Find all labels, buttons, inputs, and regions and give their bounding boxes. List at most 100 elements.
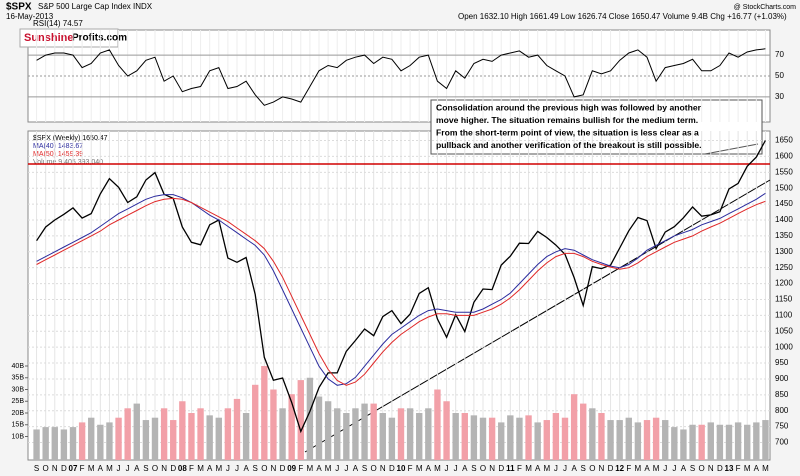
- volume-bar: [51, 427, 58, 460]
- volume-bar: [270, 389, 277, 460]
- volume-bar: [379, 413, 386, 460]
- volume-bar: [443, 401, 450, 460]
- x-tick-label: M: [434, 464, 441, 473]
- x-tick-label: O: [480, 464, 486, 473]
- volume-bar: [206, 415, 213, 460]
- y-tick-label: 950: [775, 358, 789, 367]
- y-tick-label: 700: [775, 438, 789, 447]
- x-tick-label: F: [189, 464, 194, 473]
- volume-bar: [643, 420, 651, 460]
- volume-bar: [753, 422, 760, 460]
- x-tick-label: S: [362, 464, 367, 473]
- x-tick-label: S: [581, 464, 586, 473]
- volume-bar: [680, 429, 687, 460]
- x-tick-label: J: [117, 464, 121, 473]
- volume-bar: [516, 417, 523, 460]
- y-tick-label: 1450: [775, 199, 793, 208]
- x-tick-label: J: [445, 464, 449, 473]
- volume-bar: [498, 422, 505, 460]
- volume-bar: [434, 389, 441, 460]
- x-tick-label: M: [416, 464, 423, 473]
- x-tick-label: D: [608, 464, 614, 473]
- x-tick-label: J: [663, 464, 667, 473]
- volume-bar: [160, 408, 168, 460]
- rsi-tick-label: 70: [775, 50, 784, 59]
- source: @ StockCharts.com: [734, 4, 797, 11]
- x-tick-label: N: [271, 464, 277, 473]
- y-tick-label: 850: [775, 390, 789, 399]
- x-tick-label: A: [535, 464, 541, 473]
- x-tick-label: F: [736, 464, 741, 473]
- volume-bar: [106, 422, 113, 460]
- x-tick-label: J: [344, 464, 348, 473]
- volume-bar: [425, 408, 432, 460]
- x-tick-label: N: [52, 464, 58, 473]
- x-tick-label: O: [589, 464, 595, 473]
- annotation-text: pullback and another verification of the…: [436, 140, 702, 150]
- x-tick-label: N: [380, 464, 386, 473]
- moving-average: [36, 197, 766, 386]
- x-tick-label: M: [635, 464, 642, 473]
- volume-bar: [607, 420, 614, 460]
- x-tick-label: F: [408, 464, 413, 473]
- volume-bar: [124, 408, 131, 460]
- rsi-tick-label: 50: [775, 71, 784, 80]
- volume-bar: [388, 417, 396, 460]
- volume-bar: [534, 422, 541, 460]
- chart-subtitle: S&P 500 Large Cap Index INDX: [38, 2, 153, 11]
- logo-box: [19, 28, 119, 48]
- volume-bar: [78, 422, 86, 460]
- volume-bar: [507, 415, 514, 460]
- volume-bar: [242, 413, 250, 460]
- y-tick-label: 750: [775, 422, 789, 431]
- volume-bar: [598, 413, 605, 460]
- x-tick-label: D: [498, 464, 504, 473]
- annotation-box: [430, 99, 763, 155]
- y-tick-label: 800: [775, 406, 789, 415]
- x-tick-label: M: [762, 464, 769, 473]
- volume-tick-label: 15B: [12, 422, 25, 429]
- logo: Sunshine: [24, 32, 74, 44]
- x-tick-label: J: [235, 464, 239, 473]
- x-tick-label: M: [88, 464, 95, 473]
- x-tick-label: A: [316, 464, 322, 473]
- volume-bar: [306, 377, 314, 460]
- volume-bar: [762, 420, 769, 460]
- x-tick-label: D: [280, 464, 286, 473]
- x-tick-label: A: [243, 464, 249, 473]
- x-tick-label: F: [80, 464, 85, 473]
- volume-bar: [279, 408, 286, 460]
- volume-bar: [170, 420, 177, 460]
- x-tick-label: N: [599, 464, 605, 473]
- volume-bar: [115, 417, 122, 460]
- x-tick-label: M: [106, 464, 113, 473]
- volume-bar: [671, 427, 678, 460]
- x-tick-label: M: [215, 464, 222, 473]
- x-tick-label: 10: [397, 464, 406, 473]
- y-tick-label: 1550: [775, 167, 793, 176]
- x-tick-label: S: [471, 464, 476, 473]
- x-tick-label: A: [571, 464, 577, 473]
- x-tick-label: J: [126, 464, 130, 473]
- volume-bar: [179, 401, 186, 460]
- legend-entry: MA(40) 1483.67: [33, 143, 83, 150]
- volume-bar: [42, 427, 49, 460]
- volume-bar: [224, 408, 232, 460]
- volume-tick-label: 40B: [12, 363, 25, 370]
- volume-bar: [133, 403, 140, 460]
- y-tick-label: 1650: [775, 136, 793, 145]
- x-tick-label: O: [371, 464, 377, 473]
- x-tick-label: O: [261, 464, 267, 473]
- x-tick-label: A: [681, 464, 687, 473]
- volume-tick-label: 35B: [12, 375, 25, 382]
- annotation-text: Consolidation around the previous high w…: [436, 102, 702, 112]
- volume-bar: [197, 408, 204, 460]
- volume-bar: [88, 417, 95, 460]
- x-tick-label: J: [335, 464, 339, 473]
- x-tick-label: 12: [615, 464, 624, 473]
- x-tick-label: A: [134, 464, 140, 473]
- volume-bar: [288, 394, 295, 460]
- volume-bar: [361, 403, 368, 460]
- x-tick-label: N: [708, 464, 714, 473]
- y-tick-label: 1200: [775, 279, 793, 288]
